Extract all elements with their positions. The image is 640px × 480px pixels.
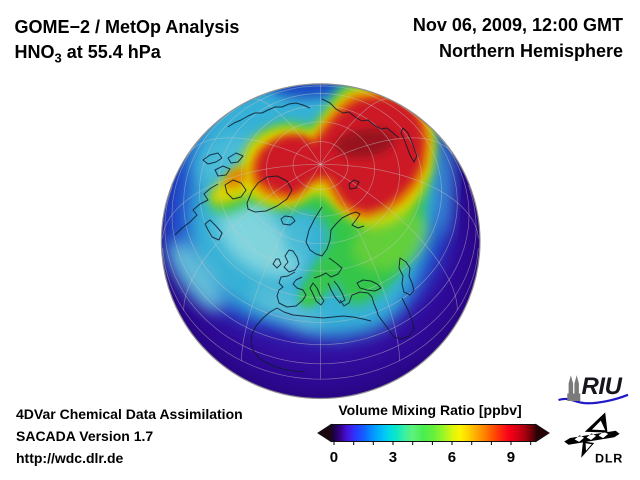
svg-text:RIU: RIU (582, 373, 623, 400)
svg-text:DLR: DLR (595, 452, 623, 466)
